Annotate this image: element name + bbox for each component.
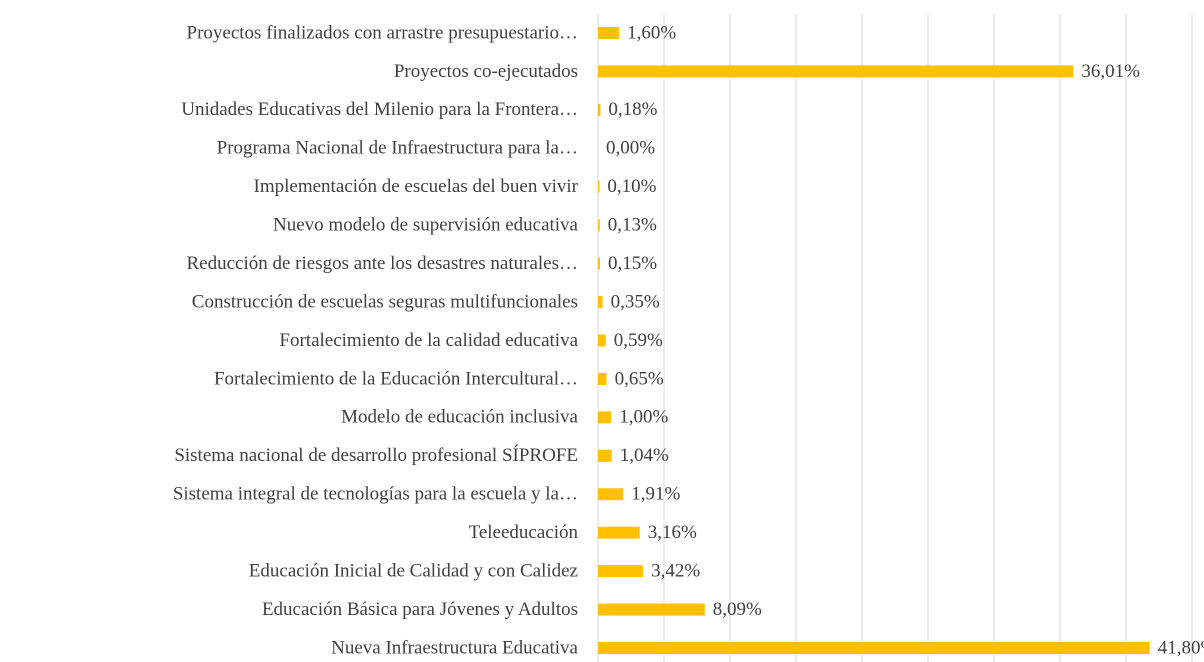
category-label: Nuevo modelo de supervisión educativa (273, 215, 579, 236)
value-label: 0,35% (611, 291, 660, 312)
bar (598, 526, 640, 539)
bar (598, 257, 600, 270)
bar (598, 334, 606, 347)
category-label: Fortalecimiento de la Educación Intercul… (214, 368, 578, 389)
value-label: 0,59% (614, 330, 663, 351)
value-label: 0,15% (608, 253, 657, 274)
category-label: Teleeducación (469, 522, 579, 543)
value-label: 3,42% (651, 560, 700, 581)
category-label: Sistema integral de tecnologías para la … (173, 484, 578, 505)
bar (598, 565, 644, 578)
value-label: 1,60% (627, 22, 676, 43)
bar (598, 642, 1150, 654)
bar (598, 411, 612, 424)
category-label: Implementación de escuelas del buen vivi… (254, 176, 579, 197)
value-label: 3,16% (648, 522, 697, 543)
bar (598, 449, 612, 462)
category-label: Sistema nacional de desarrollo profesion… (174, 444, 578, 466)
category-label: Educación Básica para Jóvenes y Adultos (262, 599, 578, 620)
category-label: Reducción de riesgos ante los desastres … (187, 253, 579, 274)
bar (598, 103, 601, 116)
value-label: 8,09% (713, 599, 762, 620)
bar (598, 219, 600, 232)
bar (598, 372, 607, 385)
value-label: 41,80% (1158, 637, 1204, 658)
value-label: 0,18% (608, 99, 657, 120)
value-label: 0,65% (615, 368, 664, 389)
value-label: 0,10% (607, 176, 656, 197)
category-label: Nueva Infraestructura Educativa (331, 637, 578, 658)
category-label: Construcción de escuelas seguras multifu… (192, 291, 578, 312)
value-label: 1,91% (631, 484, 680, 505)
category-label: Unidades Educativas del Milenio para la … (181, 99, 578, 120)
bar (598, 488, 624, 501)
category-label: Fortalecimiento de la calidad educativa (279, 330, 578, 351)
category-label: Proyectos co-ejecutados (394, 61, 578, 82)
category-label: Educación Inicial de Calidad y con Calid… (249, 560, 578, 581)
bar (598, 180, 600, 193)
bar (598, 27, 620, 39)
category-label: Proyectos finalizados con arrastre presu… (187, 22, 578, 43)
value-label: 1,00% (619, 407, 668, 428)
category-label: Programa Nacional de Infraestructura par… (217, 138, 578, 159)
value-label: 1,04% (620, 445, 669, 466)
bar (598, 296, 603, 309)
category-label: Modelo de educación inclusiva (341, 407, 578, 428)
value-label: 36,01% (1081, 61, 1140, 82)
value-label: 0,13% (608, 215, 657, 236)
value-label: 0,00% (606, 138, 655, 159)
bar (598, 65, 1074, 78)
bar (598, 603, 705, 616)
